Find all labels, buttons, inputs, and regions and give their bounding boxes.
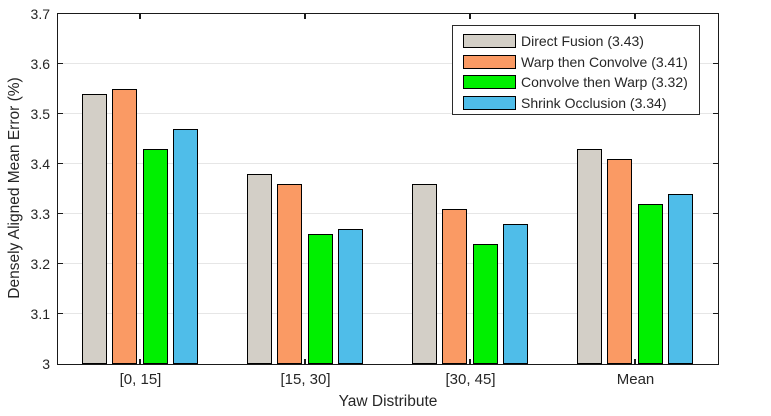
gridline — [57, 63, 718, 64]
y-axis-tick — [712, 262, 718, 265]
y-axis-tick — [712, 312, 718, 315]
legend-item: Convolve then Warp (3.32) — [453, 72, 699, 93]
x-axis-tick — [304, 13, 306, 19]
x-tick-label: [15, 30] — [280, 371, 331, 388]
legend: Direct Fusion (3.43) Warp then Convolve (… — [452, 25, 700, 115]
bar — [607, 158, 633, 364]
y-axis-tick — [57, 112, 63, 115]
y-tick-label: 3 — [42, 356, 50, 372]
bar — [173, 128, 199, 364]
legend-label: Warp then Convolve (3.41) — [521, 53, 688, 70]
gridline — [57, 163, 718, 164]
legend-swatch — [463, 95, 516, 110]
legend-swatch — [463, 75, 516, 90]
legend-label: Convolve then Warp (3.32) — [521, 74, 688, 91]
bar — [307, 233, 333, 364]
x-axis-tick — [469, 13, 471, 19]
x-axis-tick — [139, 358, 141, 364]
y-tick-label: 3.5 — [30, 106, 50, 122]
x-tick-label: [0, 15] — [119, 371, 162, 388]
gridline — [57, 113, 718, 114]
legend-item: Warp then Convolve (3.41) — [453, 52, 699, 73]
bar — [668, 193, 694, 364]
y-axis-tick — [712, 62, 718, 65]
x-axis-tick — [634, 13, 636, 19]
y-axis-tick — [57, 162, 63, 165]
x-tick-label: Mean — [616, 371, 655, 388]
bar — [637, 203, 663, 364]
bar — [246, 173, 272, 364]
bar — [442, 208, 468, 364]
x-axis-tick — [304, 358, 306, 364]
legend-label: Shrink Occlusion (3.34) — [521, 94, 667, 111]
bar — [142, 148, 168, 364]
y-axis-tick — [57, 62, 63, 65]
bar — [81, 93, 107, 364]
legend-swatch — [463, 34, 516, 49]
y-axis-tick — [57, 212, 63, 215]
bar — [503, 223, 529, 364]
legend-label: Direct Fusion (3.43) — [521, 33, 644, 50]
legend-item: Direct Fusion (3.43) — [453, 31, 699, 52]
x-axis-tick — [139, 13, 141, 19]
y-axis-tick — [712, 112, 718, 115]
gridline — [57, 213, 718, 214]
y-axis-tick — [57, 262, 63, 265]
y-tick-label: 3.3 — [30, 206, 50, 222]
y-tick-label: 3.1 — [30, 306, 50, 322]
bar — [576, 148, 602, 364]
bar — [472, 243, 498, 364]
y-axis-tick — [712, 212, 718, 215]
y-tick-label: 3.4 — [30, 156, 50, 172]
gridline — [57, 313, 718, 314]
legend-swatch — [463, 54, 516, 69]
x-axis-tick — [634, 358, 636, 364]
bar — [338, 228, 364, 364]
x-axis-label: Yaw Distribute — [338, 393, 438, 410]
bar — [411, 183, 437, 364]
y-tick-label: 3.7 — [30, 6, 50, 22]
bar — [112, 88, 138, 364]
x-tick-label: [30, 45] — [445, 371, 496, 388]
y-tick-label: 3.6 — [30, 56, 50, 72]
gridline — [57, 263, 718, 264]
x-axis-tick — [469, 358, 471, 364]
y-tick-label: 3.2 — [30, 256, 50, 272]
legend-item: Shrink Occlusion (3.34) — [453, 93, 699, 114]
y-axis-tick — [57, 312, 63, 315]
y-axis-tick — [712, 162, 718, 165]
bar — [277, 183, 303, 364]
